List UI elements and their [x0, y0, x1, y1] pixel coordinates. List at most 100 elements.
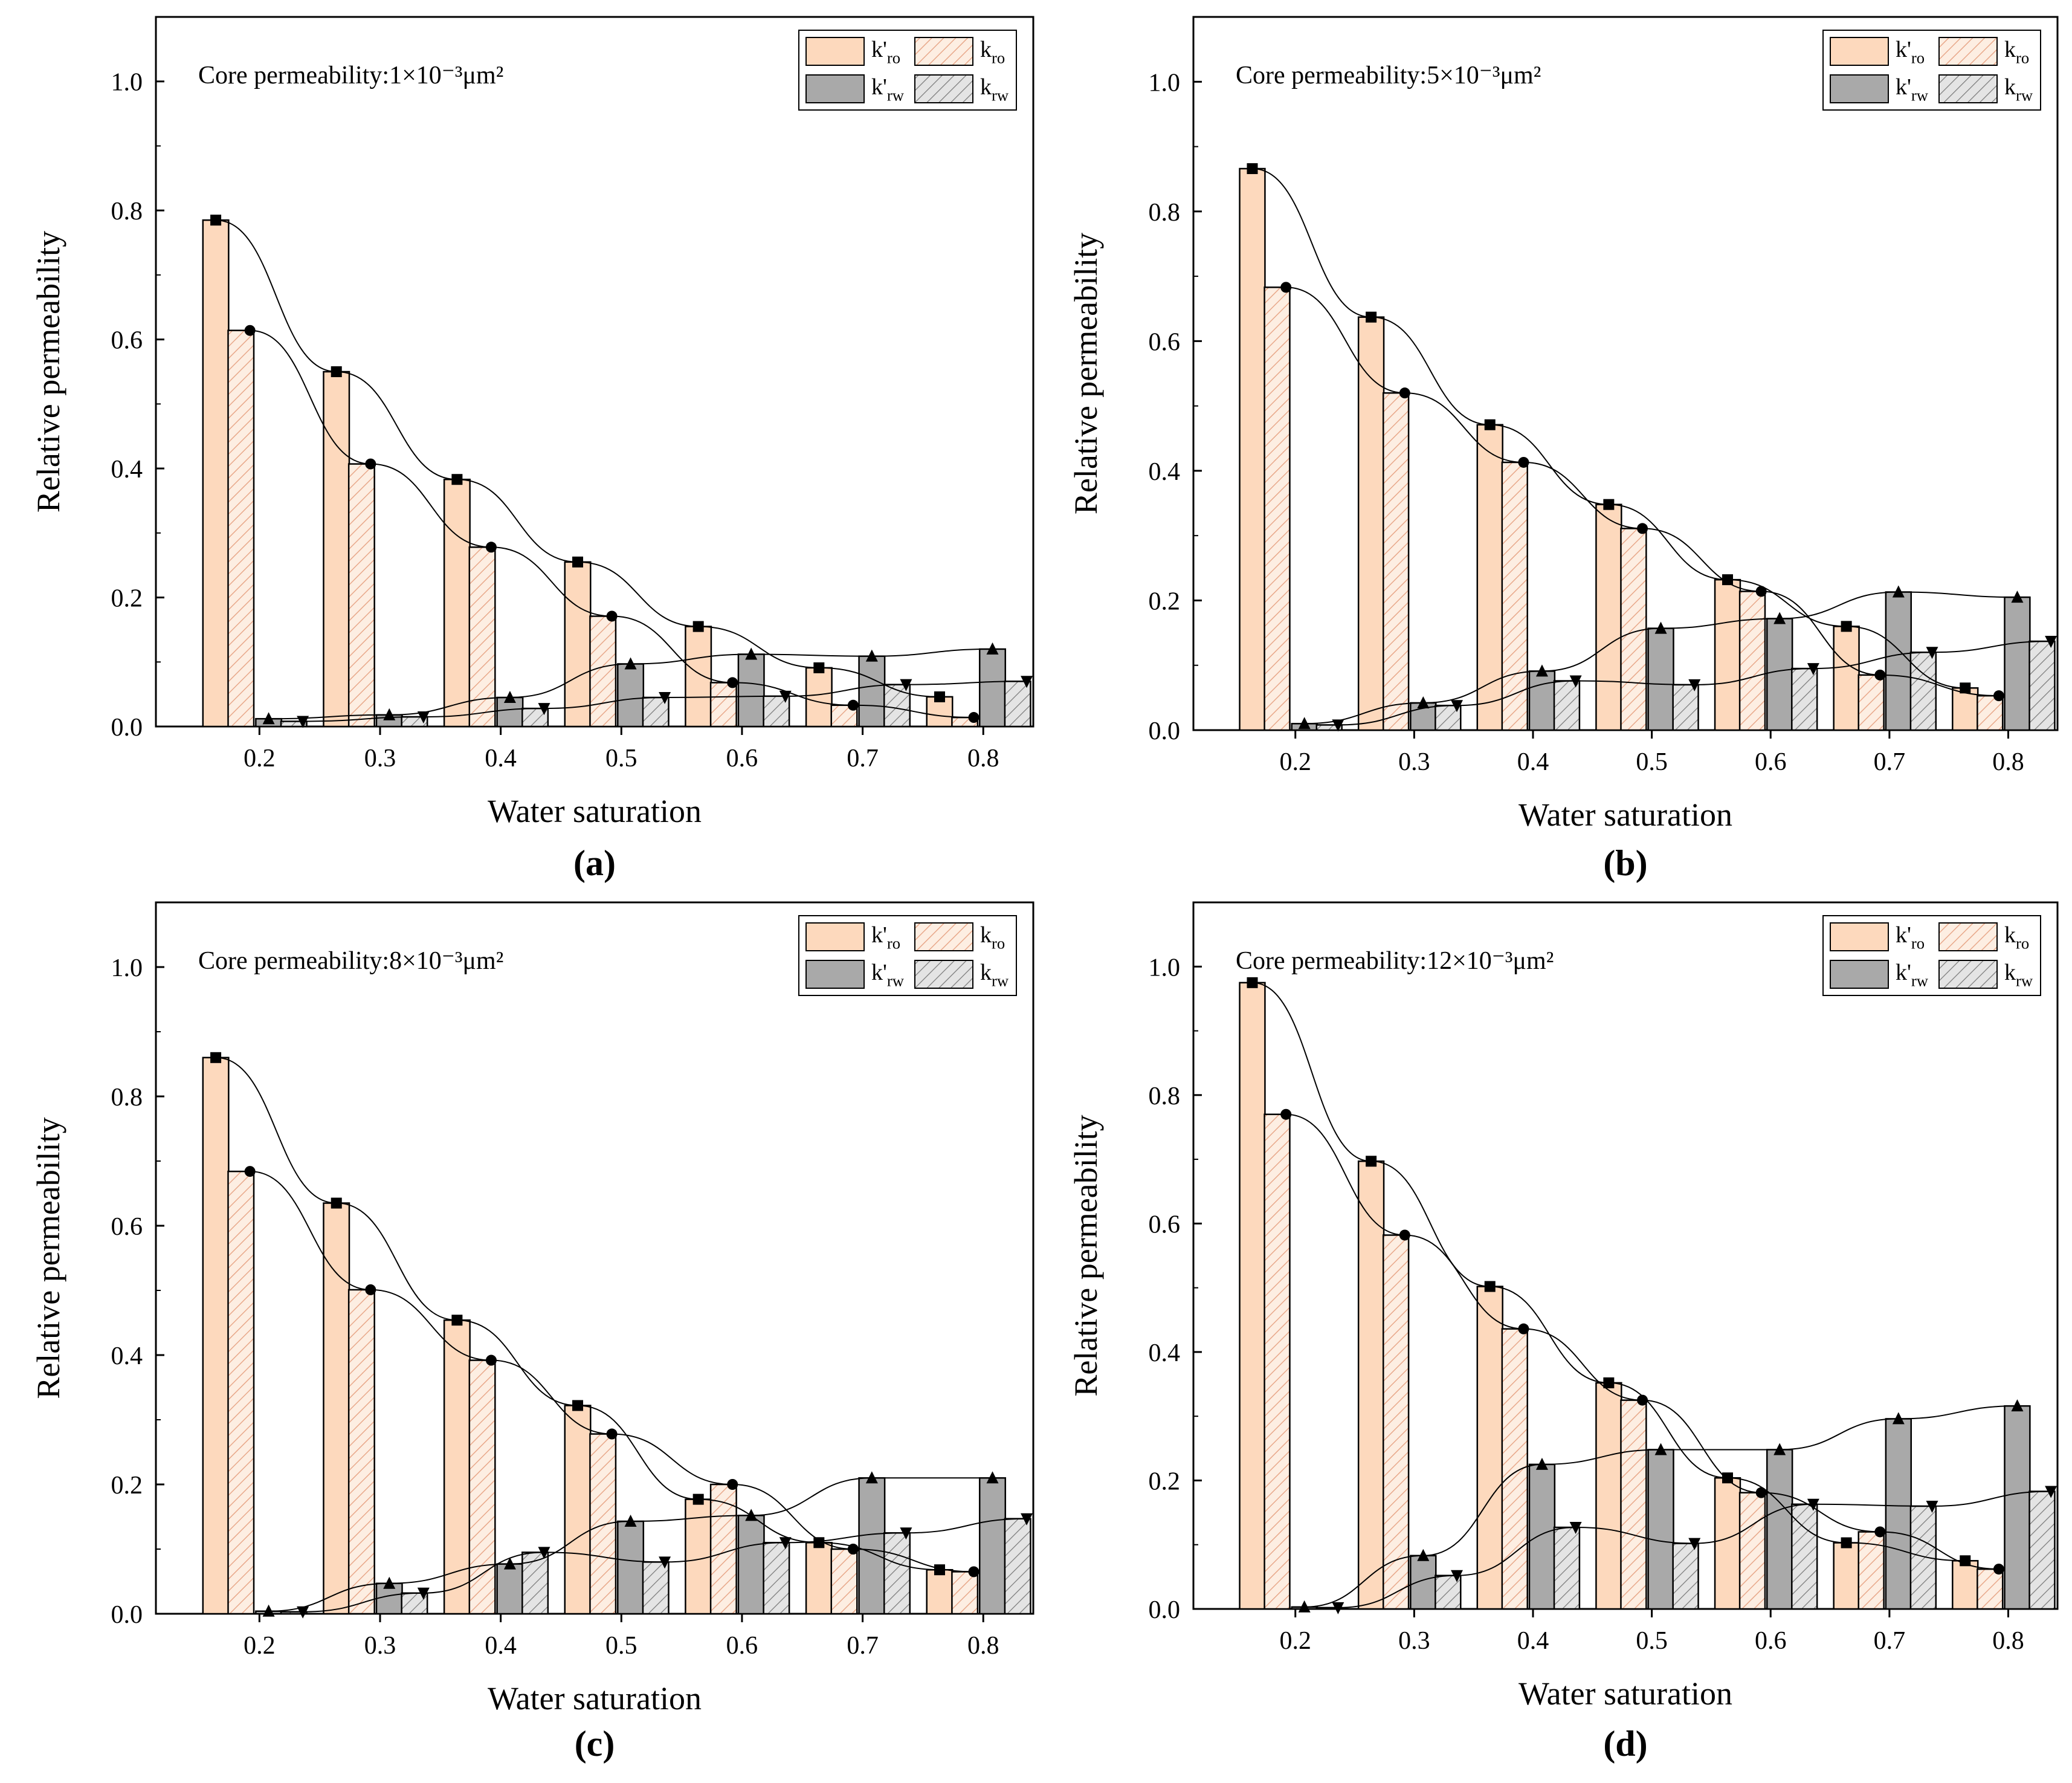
marker-krw-prime-0 — [262, 1604, 275, 1617]
bar-krw-prime-3 — [617, 663, 645, 728]
legend-label-krw: krw — [2004, 74, 2033, 105]
x-tick-label: 0.4 — [485, 1632, 517, 1660]
y-tick-label: 1.0 — [1149, 69, 1181, 97]
marker-krw-2 — [1569, 675, 1582, 688]
y-tick-label: 0.4 — [1149, 458, 1181, 486]
marker-kro-6 — [1993, 1564, 2004, 1575]
bar-krw-2 — [1553, 680, 1581, 731]
marker-kro-2 — [1518, 1323, 1529, 1335]
marker-krw-3 — [1688, 679, 1701, 691]
marker-kro-prime-5 — [813, 662, 825, 673]
y-tick-label: 0.4 — [1149, 1339, 1181, 1367]
x-axis-label: Water saturation — [488, 793, 702, 829]
x-tick-label: 0.6 — [1755, 748, 1787, 776]
bar-krw-5 — [883, 1532, 911, 1615]
marker-kro-0 — [1280, 282, 1292, 293]
panel-label: (a) — [573, 843, 616, 883]
legend-label-krw-prime: k'rw — [871, 74, 905, 105]
marker-krw-4 — [779, 1537, 792, 1550]
panel-label: (d) — [1603, 1724, 1647, 1764]
legend: k'ro kro k'rw krw — [798, 915, 1017, 996]
x-tick-label: 0.5 — [605, 745, 637, 772]
bar-kro-prime-6 — [1952, 1560, 1979, 1610]
legend-label-kro: kro — [980, 37, 1005, 67]
bar-krw-prime-6 — [978, 1477, 1007, 1615]
legend: k'ro kro k'rw krw — [1822, 30, 2041, 111]
bar-kro-5 — [1857, 674, 1885, 731]
marker-kro-prime-0 — [1247, 977, 1258, 988]
legend-swatch-kro — [1938, 37, 1998, 66]
bar-krw-6 — [1004, 1518, 1031, 1615]
x-tick-label: 0.4 — [485, 745, 517, 772]
marker-kro-prime-2 — [451, 1315, 463, 1326]
legend-label-krw: krw — [980, 74, 1009, 105]
marker-krw-prime-1 — [383, 1576, 396, 1589]
trend-line-kro — [250, 329, 974, 719]
bar-krw-prime-6 — [2004, 1405, 2031, 1610]
marker-kro-2 — [485, 1354, 497, 1366]
marker-krw-prime-6 — [2011, 1399, 2024, 1412]
chart-title: Core permeability:5×10⁻³μm² — [1236, 62, 1541, 89]
marker-kro-prime-1 — [331, 1197, 342, 1209]
bar-kro-prime-1 — [1357, 316, 1385, 731]
marker-kro-6 — [968, 1566, 980, 1578]
y-tick-label: 0.6 — [1149, 1211, 1181, 1238]
bar-kro-3 — [1620, 528, 1647, 731]
legend-swatch-krw-prime — [1830, 74, 1889, 103]
bar-kro-prime-0 — [1239, 167, 1266, 731]
bar-krw-3 — [1672, 1542, 1699, 1610]
bar-kro-4 — [709, 682, 737, 728]
bar-kro-prime-6 — [1952, 687, 1979, 731]
legend-swatch-kro-prime — [1830, 37, 1889, 66]
marker-krw-prime-5 — [865, 649, 878, 662]
y-tick-label: 0.6 — [1149, 328, 1181, 356]
marker-kro-1 — [365, 1284, 376, 1295]
bar-kro-prime-0 — [202, 219, 230, 728]
bar-kro-1 — [1382, 1234, 1410, 1610]
bar-kro-6 — [951, 1571, 979, 1615]
marker-krw-6 — [2045, 1486, 2057, 1498]
bar-krw-prime-4 — [1766, 618, 1793, 731]
x-tick-label: 0.2 — [1279, 1627, 1311, 1655]
marker-kro-5 — [1874, 669, 1886, 681]
legend-label-kro-prime: k'ro — [871, 922, 900, 953]
legend-swatch-kro — [914, 37, 973, 66]
marker-kro-prime-0 — [210, 1052, 222, 1063]
x-tick-label: 0.8 — [967, 745, 999, 772]
marker-krw-prime-6 — [2011, 591, 2024, 603]
marker-krw-3 — [659, 1556, 671, 1569]
bar-kro-prime-2 — [1476, 424, 1503, 731]
x-tick-label: 0.4 — [1517, 1627, 1549, 1655]
legend-swatch-kro-prime — [1830, 922, 1889, 951]
panel-label: (c) — [575, 1724, 615, 1764]
y-tick-label: 0.6 — [111, 327, 143, 355]
bar-krw-3 — [642, 1561, 670, 1615]
marker-krw-6 — [1021, 1513, 1033, 1526]
bar-kro-prime-0 — [1239, 982, 1266, 1610]
marker-krw-6 — [2045, 636, 2057, 649]
marker-krw-prime-2 — [503, 1557, 516, 1570]
bar-krw-prime-1 — [1410, 1555, 1437, 1610]
y-axis-label: Relative permeability — [1068, 1115, 1104, 1396]
marker-krw-4 — [779, 690, 792, 703]
y-tick-label: 1.0 — [111, 69, 143, 97]
bar-kro-0 — [1264, 286, 1291, 731]
marker-kro-1 — [365, 458, 376, 470]
bar-kro-prime-4 — [1714, 1477, 1741, 1610]
trend-line-kro-prime — [216, 219, 940, 697]
marker-kro-prime-3 — [572, 1400, 584, 1411]
x-tick-label: 0.2 — [244, 745, 276, 772]
bar-kro-3 — [589, 1433, 617, 1615]
bar-kro-prime-1 — [1357, 1160, 1385, 1610]
chart-title: Core permeability:12×10⁻³μm² — [1236, 947, 1554, 975]
y-tick-label: 0.2 — [1149, 1467, 1181, 1495]
legend: k'ro kro k'rw krw — [798, 30, 1017, 111]
marker-kro-prime-5 — [1841, 1537, 1852, 1548]
x-tick-label: 0.6 — [726, 745, 758, 772]
y-tick-label: 0.6 — [111, 1213, 143, 1241]
marker-krw-prime-4 — [745, 647, 758, 660]
marker-krw-prime-3 — [624, 657, 637, 670]
bar-kro-prime-1 — [323, 1202, 350, 1615]
bar-krw-prime-6 — [2004, 596, 2031, 731]
bar-krw-6 — [2028, 640, 2056, 731]
